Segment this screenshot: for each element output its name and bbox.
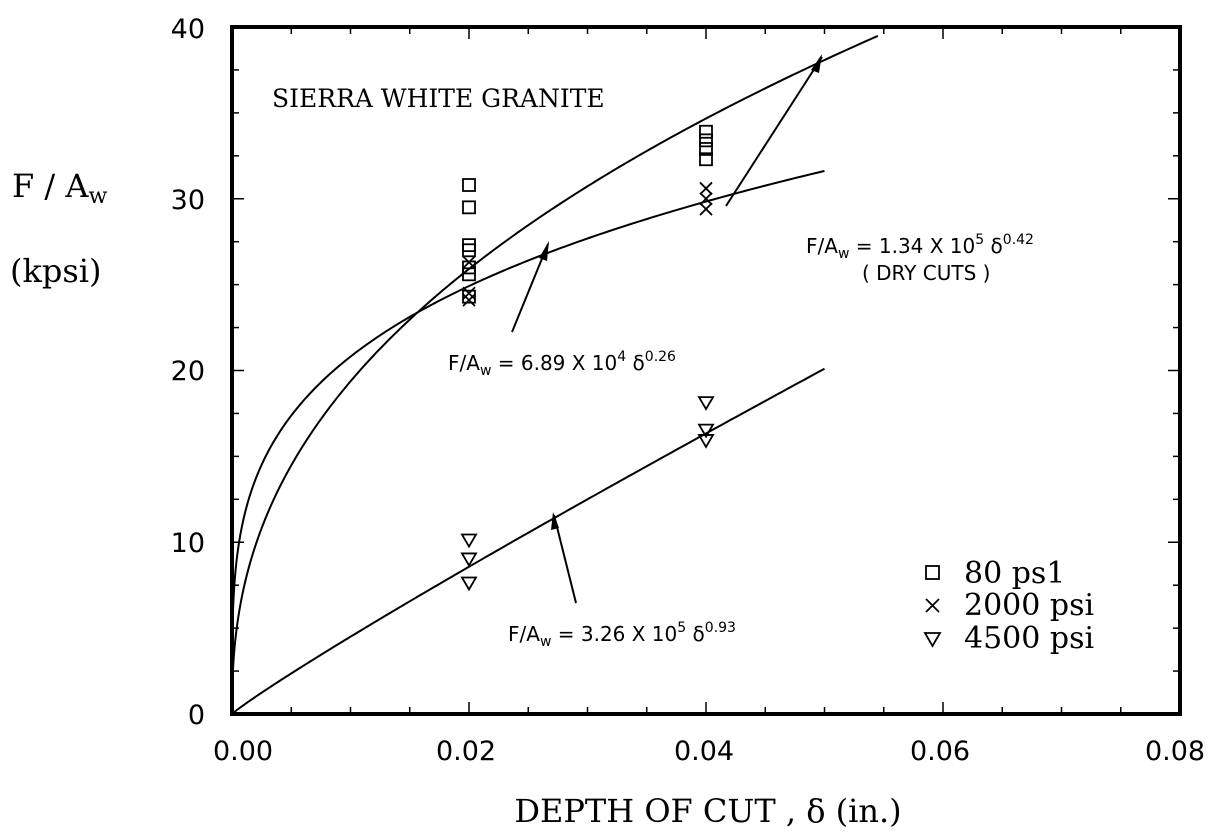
data-point-x-stroke — [699, 192, 713, 206]
data-point-square — [699, 142, 713, 156]
y-axis-label-line2: (kpsi) — [10, 252, 102, 290]
eq-dry-pow: 5 — [975, 232, 984, 248]
x-axis-label: DEPTH OF CUT , δ (in.) — [514, 792, 901, 830]
eq-4500-lhs: F/A — [508, 622, 540, 646]
y-tick-labels: 0 10 20 30 40 — [171, 14, 205, 731]
eq-dry-sub: w — [838, 246, 849, 262]
y-axis-label-main: F / A — [12, 167, 89, 205]
arrowhead-2000 — [539, 241, 549, 261]
arrow-4500 — [553, 514, 577, 604]
data-point-square — [462, 200, 476, 215]
legend-label-4500: 4500 psi — [964, 621, 1094, 656]
annotation-arrows — [511, 54, 823, 604]
data-point-triangle — [460, 552, 478, 568]
arrowhead-4500 — [551, 512, 559, 530]
y-tick-label: 0 — [188, 700, 205, 731]
y-tick-label: 10 — [171, 528, 205, 559]
data-point-square — [462, 289, 476, 304]
data-point-square — [462, 243, 476, 258]
x-tick-label: 0.02 — [436, 736, 496, 767]
eq-dry-mid: = 1.34 X 10 — [849, 234, 975, 258]
data-point-triangle — [697, 423, 715, 439]
data-point-x-stroke — [462, 293, 476, 307]
legend-label-80: 80 ps1 — [964, 556, 1065, 591]
eq-2000-sub: w — [480, 363, 491, 379]
data-point-square — [699, 152, 713, 167]
data-point-triangle — [460, 576, 478, 592]
fit-curve-dry — [231, 34, 879, 715]
x-tick-label: 0.04 — [674, 736, 734, 767]
y-axis-label-line1: F / Aw — [12, 167, 107, 209]
eq-2000-pow: 4 — [617, 349, 626, 365]
data-point-x — [699, 181, 713, 196]
data-point-square — [699, 133, 713, 148]
data-point-x-stroke — [699, 181, 713, 196]
equation-dry: F/Aw = 1.34 X 105 δ0.42 — [806, 232, 1034, 262]
eq-4500-mid: = 3.26 X 10 — [551, 622, 677, 646]
data-point-x — [462, 255, 476, 269]
arrowhead-dry-cuts — [811, 54, 822, 73]
eq-dry-delta: δ — [984, 234, 1003, 258]
eq-4500-delta: δ — [686, 622, 705, 646]
y-tick-label: 20 — [171, 356, 205, 387]
data-point-x — [699, 202, 713, 216]
data-point-x — [462, 293, 476, 307]
eq-2000-delta: δ — [626, 351, 645, 375]
data-point-square — [462, 267, 476, 282]
fit-curve-p4500 — [231, 367, 825, 715]
data-point-x-stroke — [462, 255, 476, 269]
x-tick-labels: 0.00 0.02 0.04 0.06 0.08 — [213, 736, 1205, 767]
legend-marker-triangle — [923, 632, 942, 648]
data-points — [460, 124, 715, 592]
y-tick-label: 30 — [171, 185, 205, 216]
fit-curve-p2000 — [231, 169, 825, 715]
data-point-x — [699, 192, 713, 206]
eq-2000-mid: = 6.89 X 10 — [491, 351, 617, 375]
eq-dry-exp: 0.42 — [1003, 232, 1034, 248]
arrow-dry-cuts — [725, 56, 823, 207]
plot-title: SIERRA WHITE GRANITE — [272, 84, 605, 113]
y-tick-label: 40 — [171, 14, 205, 45]
data-point-x — [462, 286, 476, 300]
legend-marker-x — [925, 598, 940, 613]
x-tick-label: 0.00 — [213, 736, 273, 767]
data-point-square — [462, 178, 476, 192]
legend-label-2000: 2000 psi — [964, 588, 1094, 623]
eq-4500-pow: 5 — [677, 620, 686, 636]
legend-marker-square — [925, 565, 940, 580]
x-tick-label: 0.06 — [910, 736, 970, 767]
eq-4500-sub: w — [540, 634, 551, 650]
data-point-x-stroke — [699, 202, 713, 216]
fit-curves — [231, 34, 879, 715]
axis-ticks — [231, 26, 1181, 715]
data-point-triangle — [460, 533, 478, 549]
equation-2000: F/Aw = 6.89 X 104 δ0.26 — [448, 349, 676, 379]
y-axis-label-sub: w — [88, 184, 107, 209]
equation-4500: F/Aw = 3.26 X 105 δ0.93 — [508, 620, 736, 650]
eq-2000-exp: 0.26 — [645, 349, 676, 365]
eq-dry-lhs: F/A — [806, 234, 838, 258]
eq-2000-lhs: F/A — [448, 351, 480, 375]
data-point-square — [699, 124, 713, 139]
data-point-triangle — [697, 434, 715, 449]
legend: 80 ps1 2000 psi 4500 psi — [923, 556, 1094, 656]
data-point-triangle — [697, 396, 715, 411]
eq-4500-exp: 0.93 — [705, 620, 736, 636]
x-tick-label: 0.08 — [1145, 736, 1205, 767]
equation-dry-note: ( DRY CUTS ) — [862, 261, 990, 285]
